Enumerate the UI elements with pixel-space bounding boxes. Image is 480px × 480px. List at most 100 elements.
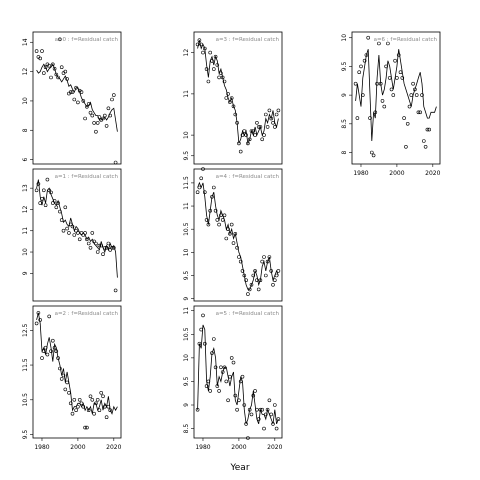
- observed-point: [249, 129, 254, 133]
- observed-point: [70, 90, 75, 94]
- observed-point: [97, 243, 102, 248]
- observed-point: [229, 96, 234, 100]
- observed-point: [217, 222, 221, 227]
- observed-point: [88, 394, 93, 399]
- observed-point: [203, 190, 207, 194]
- observed-point: [213, 365, 218, 370]
- observed-point: [251, 393, 256, 398]
- observed-point: [86, 408, 91, 413]
- observed-point: [65, 380, 69, 385]
- observed-point: [74, 85, 78, 90]
- observed-point: [382, 104, 387, 109]
- observed-point: [265, 125, 270, 129]
- observed-point: [79, 401, 84, 406]
- observed-point: [233, 232, 238, 236]
- observed-point: [244, 133, 248, 137]
- observed-point: [92, 239, 96, 244]
- observed-point: [50, 338, 55, 343]
- observed-point: [393, 58, 397, 63]
- observed-point: [204, 384, 209, 388]
- observed-point: [231, 241, 236, 245]
- observed-point: [43, 203, 48, 207]
- observed-point: [68, 90, 73, 94]
- observed-point: [233, 393, 238, 398]
- panel-label: a=4 : f=Residual catch: [216, 174, 280, 180]
- x-tick-label: 2000: [231, 444, 246, 451]
- panel-a6: 8 8.5 9 9.5 10 1980 2000 2020 a=6 : f=Residual c…: [341, 31, 441, 177]
- y-tick-label: 8: [22, 128, 29, 132]
- observed-point: [373, 110, 378, 115]
- observed-point: [52, 345, 57, 350]
- observed-point: [235, 245, 239, 250]
- observed-point: [49, 349, 53, 354]
- observed-point: [83, 425, 87, 430]
- y-tick-label: 11.5: [22, 358, 29, 372]
- observed-point: [235, 121, 239, 125]
- x-tick-label: 1980: [353, 170, 368, 177]
- panel-label: a=3 : f=Residual catch: [216, 37, 280, 43]
- observed-point: [81, 99, 86, 103]
- panel-frame: [193, 31, 283, 165]
- panel-a5: 8.5 9 9.5 10 10.5 11 1980 2000 2020 a=5 : f=Resid…: [183, 305, 283, 451]
- observed-point: [253, 269, 257, 273]
- observed-point: [240, 269, 245, 273]
- observed-point: [104, 246, 109, 250]
- observed-point: [74, 228, 78, 233]
- observed-point: [108, 248, 112, 252]
- observed-point: [267, 255, 272, 259]
- observed-point: [58, 209, 62, 214]
- observed-point: [265, 407, 270, 412]
- observed-point: [49, 75, 53, 80]
- observed-point: [398, 70, 403, 74]
- observed-point: [41, 71, 46, 75]
- observed-point: [86, 241, 91, 246]
- observed-point: [68, 401, 73, 406]
- observed-point: [36, 182, 41, 186]
- observed-point: [251, 273, 256, 278]
- observed-point: [402, 116, 406, 120]
- observed-point: [201, 50, 205, 55]
- observed-point: [112, 246, 116, 250]
- observed-point: [272, 278, 277, 283]
- observed-point: [267, 108, 272, 113]
- observed-point: [222, 213, 227, 218]
- observed-point: [72, 397, 77, 402]
- observed-point: [255, 407, 259, 412]
- observed-point: [355, 116, 360, 120]
- observed-point: [384, 64, 388, 69]
- observed-point: [40, 356, 44, 360]
- observed-point: [247, 287, 252, 292]
- observed-point: [413, 87, 417, 92]
- observed-point: [63, 387, 68, 392]
- panel-label: a=0 : f=Residual catch: [55, 37, 119, 43]
- observed-point: [40, 197, 44, 201]
- y-tick-label: 11: [183, 90, 190, 98]
- panel-frame: [193, 168, 283, 302]
- panel-label: a=5 : f=Residual catch: [216, 311, 280, 317]
- observed-point: [81, 404, 86, 409]
- observed-point: [235, 407, 239, 412]
- observed-point: [83, 116, 87, 121]
- observed-point: [197, 38, 202, 43]
- observed-point: [47, 63, 52, 68]
- observed-point: [65, 226, 69, 231]
- observed-point: [59, 377, 64, 381]
- x-tick-label: 2020: [106, 444, 121, 451]
- y-tick-label: 10: [183, 354, 190, 362]
- x-tick-label: 2020: [267, 444, 282, 451]
- observed-point: [208, 208, 212, 213]
- observed-point: [220, 370, 225, 374]
- observed-point: [45, 352, 50, 357]
- observed-point: [271, 422, 275, 426]
- observed-point: [414, 93, 419, 97]
- observed-point: [201, 313, 205, 318]
- observed-point: [229, 222, 234, 227]
- x-tick-label: 2020: [425, 170, 440, 177]
- observed-point: [90, 113, 95, 118]
- y-tick-label: 9: [183, 403, 190, 407]
- observed-point: [360, 93, 365, 97]
- observed-point: [215, 384, 220, 388]
- observed-point: [242, 129, 247, 133]
- observed-point: [203, 46, 207, 51]
- observed-point: [79, 231, 84, 235]
